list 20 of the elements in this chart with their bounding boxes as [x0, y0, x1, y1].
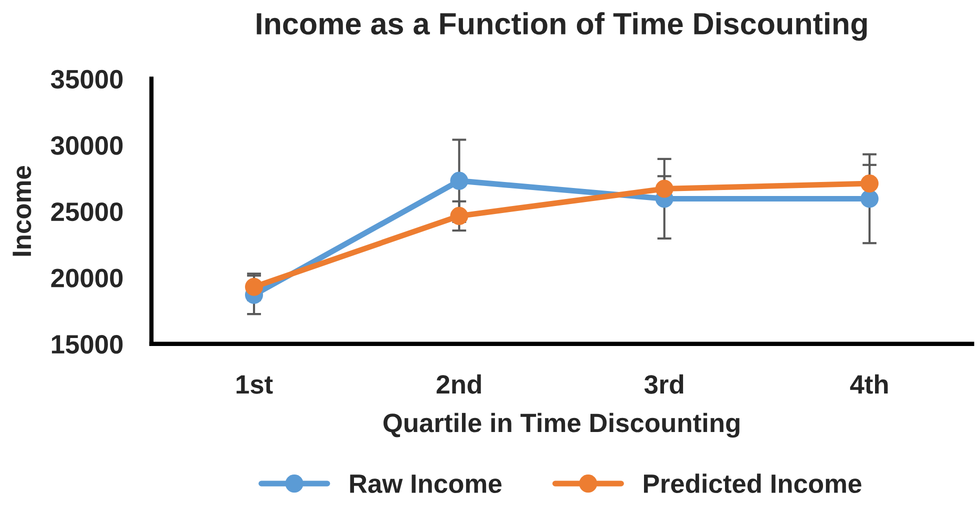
point: [450, 172, 468, 190]
legend-label: Raw Income: [350, 474, 502, 494]
point: [450, 206, 468, 225]
x-tick-label: 4th: [850, 374, 888, 394]
y-axis-title: Income: [12, 166, 32, 256]
x-tick-label: 3rd: [644, 374, 684, 394]
y-tick-label: 30000: [50, 136, 123, 155]
chart-title: Income as a Function of Time Discounting: [256, 12, 867, 41]
point: [655, 180, 674, 198]
y-tick-label: 35000: [50, 70, 123, 89]
point: [860, 190, 879, 208]
point: [244, 278, 264, 296]
x-axis-title: Quartile in Time Discounting: [383, 412, 740, 438]
y-tick-label: 20000: [51, 268, 123, 288]
y-tick-label: 15000: [52, 335, 123, 354]
x-tick-label: 2nd: [436, 374, 481, 394]
x-tick-label: 1st: [236, 375, 273, 394]
legend-label: Predicted Income: [644, 474, 862, 494]
point: [860, 174, 879, 193]
y-tick-label: 25000: [51, 202, 123, 222]
